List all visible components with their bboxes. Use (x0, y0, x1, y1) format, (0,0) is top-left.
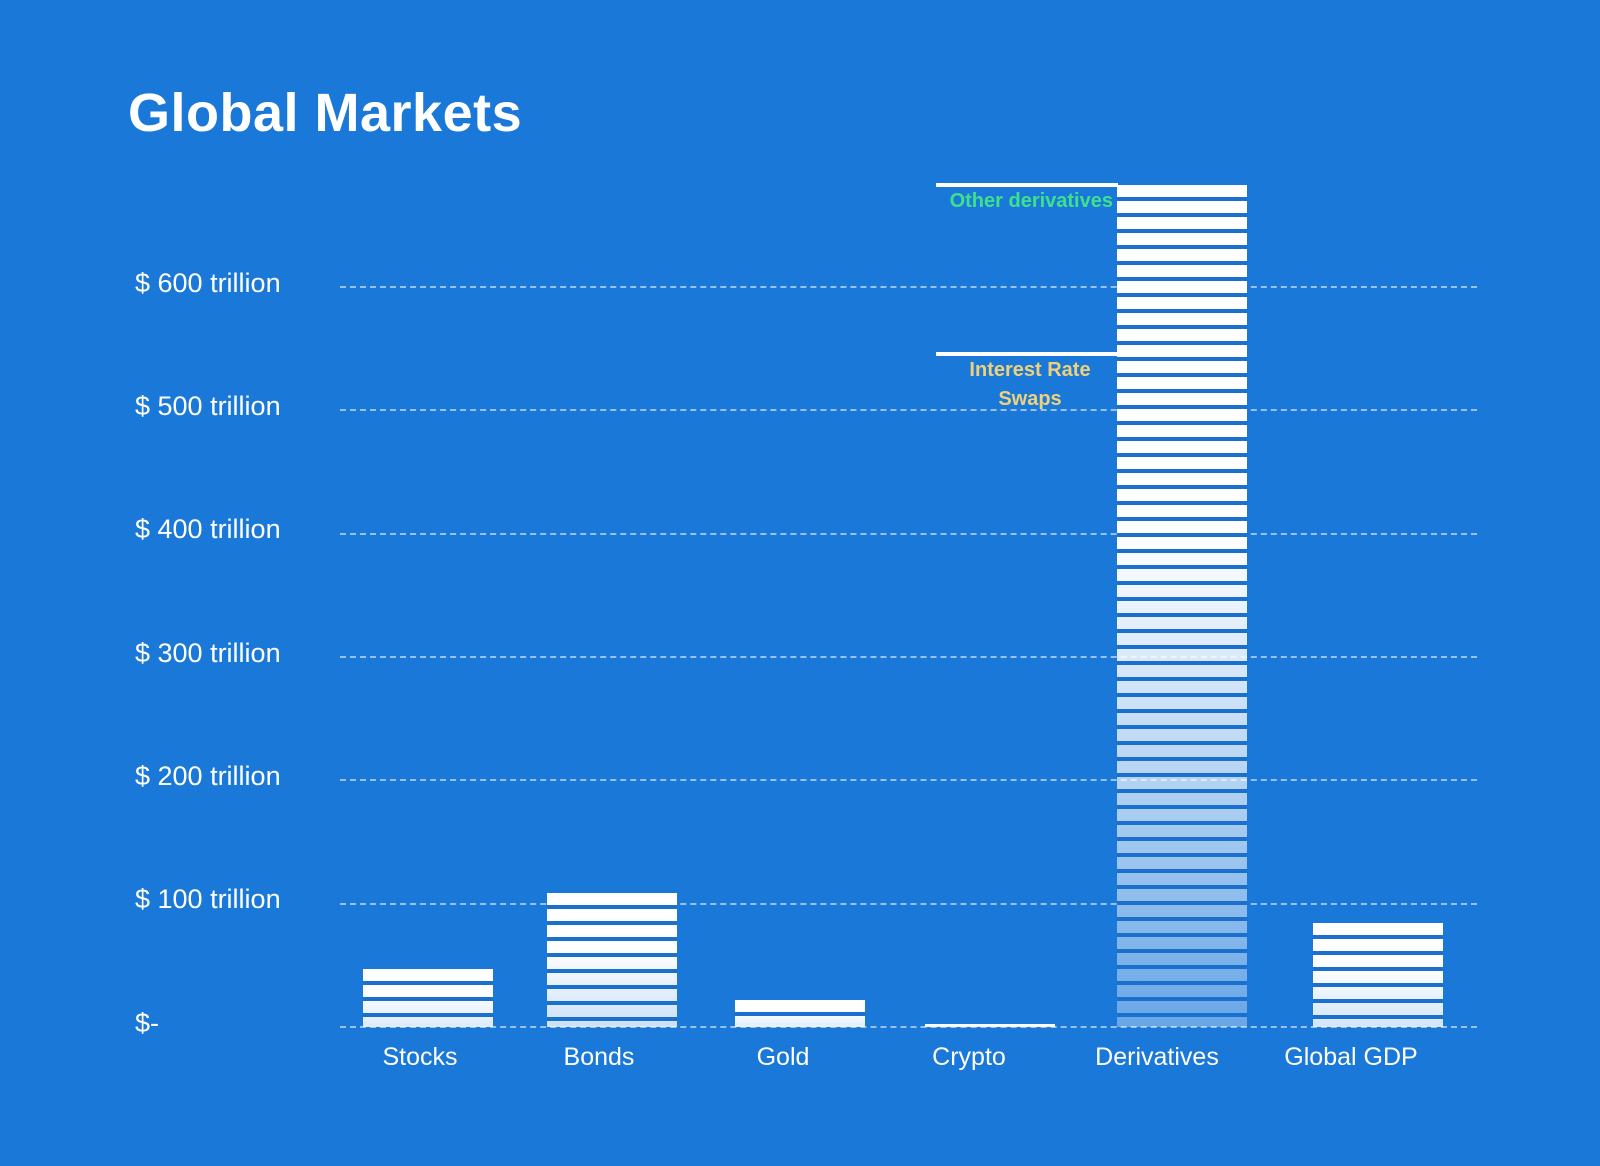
chart-title: Global Markets (128, 83, 523, 143)
annotation-text-line: Other derivatives (949, 189, 1113, 212)
x-axis-label-bonds: Bonds (563, 1043, 635, 1071)
y-axis-tick-label: $ 600 trillion (135, 268, 281, 298)
x-axis-label-stocks: Stocks (382, 1043, 458, 1071)
y-axis-tick-label: $ 500 trillion (135, 391, 281, 421)
gridline-600 (340, 286, 1477, 289)
annotation-text-line: Interest Rate (969, 358, 1091, 381)
bar-crypto (925, 1023, 1055, 1027)
annotation-line-interest-rate-swaps (936, 351, 1118, 356)
x-axis-label-global-gdp: Global GDP (1284, 1043, 1418, 1071)
bar-global-gdp (1313, 923, 1443, 1027)
gridline-500 (340, 409, 1477, 412)
y-axis-tick-label: $ 200 trillion (135, 761, 281, 791)
gridline-300 (340, 656, 1477, 658)
y-axis-tick-label: $ 400 trillion (135, 514, 281, 544)
annotation-text-line: Swaps (998, 387, 1062, 410)
bar-derivatives (1117, 184, 1247, 1027)
gridline-100 (340, 902, 1477, 905)
x-axis-label-derivatives: Derivatives (1095, 1043, 1219, 1071)
gridline-400 (340, 532, 1477, 535)
bar-stocks (363, 969, 493, 1027)
y-axis-tick-label: $- (135, 1008, 160, 1038)
annotation-label-other-derivatives: Other derivatives (793, 187, 1113, 216)
gridline-0 (340, 1026, 1477, 1028)
y-axis-tick-label: $ 300 trillion (135, 638, 281, 668)
annotation-label-interest-rate-swaps: Interest Rate Swaps (870, 356, 1190, 414)
bar-bonds (547, 892, 677, 1027)
bar-gold (735, 999, 865, 1027)
x-axis-label-gold: Gold (756, 1043, 810, 1071)
y-axis-tick-label: $ 100 trillion (135, 884, 281, 914)
annotation-line-other-derivatives (936, 182, 1118, 187)
gridline-200 (340, 779, 1477, 782)
x-axis-label-crypto: Crypto (932, 1043, 1006, 1071)
